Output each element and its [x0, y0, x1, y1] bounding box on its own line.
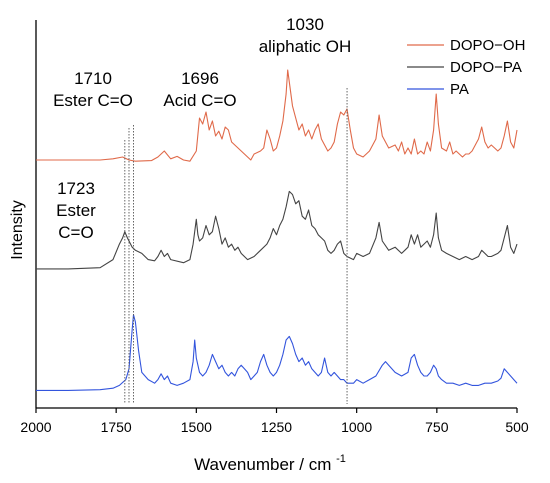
x-tick-label: 2000 — [20, 419, 51, 435]
x-axis-label: Wavenumber / cm -1 — [194, 453, 346, 474]
x-axis-label-superscript: -1 — [336, 453, 346, 465]
x-tick-label: 1500 — [181, 419, 212, 435]
legend-label: DOPO−PA — [450, 59, 522, 76]
annotation-layer: 1710 Ester C=O 1696 Acid C=O 1030 aliphatic O… — [53, 15, 351, 404]
annotation-text-1710: Ester C=O — [53, 91, 133, 110]
x-tick-label: 1000 — [341, 419, 372, 435]
legend: DOPO−OH DOPO−PA PA — [407, 37, 525, 98]
series-line-0 — [36, 69, 518, 162]
annotation-text-1696: Acid C=O — [163, 91, 236, 110]
x-ticks-layer: 2000 1750 1500 1250 1000 750 500 — [20, 408, 529, 435]
annotation-text-1696: 1696 — [181, 69, 219, 88]
annotation-text-1030: aliphatic OH — [259, 37, 352, 56]
annotation-text-1723: Ester — [56, 201, 96, 220]
x-tick-label: 1250 — [261, 419, 292, 435]
x-axis-label-text: Wavenumber / cm — [194, 455, 331, 474]
y-axis-label: Intensity — [9, 200, 26, 260]
legend-label: DOPO−OH — [450, 37, 525, 54]
annotation-text-1723: C=O — [58, 223, 93, 242]
x-tick-label: 500 — [505, 419, 529, 435]
annotation-text-1030: 1030 — [286, 15, 324, 34]
x-tick-label: 1750 — [101, 419, 132, 435]
x-tick-label: 750 — [425, 419, 449, 435]
series-line-2 — [36, 314, 518, 391]
legend-label: PA — [450, 81, 469, 98]
series-line-1 — [36, 190, 518, 270]
series-layer — [36, 69, 518, 391]
annotation-text-1723: 1723 — [57, 179, 95, 198]
annotation-text-1710: 1710 — [74, 69, 112, 88]
